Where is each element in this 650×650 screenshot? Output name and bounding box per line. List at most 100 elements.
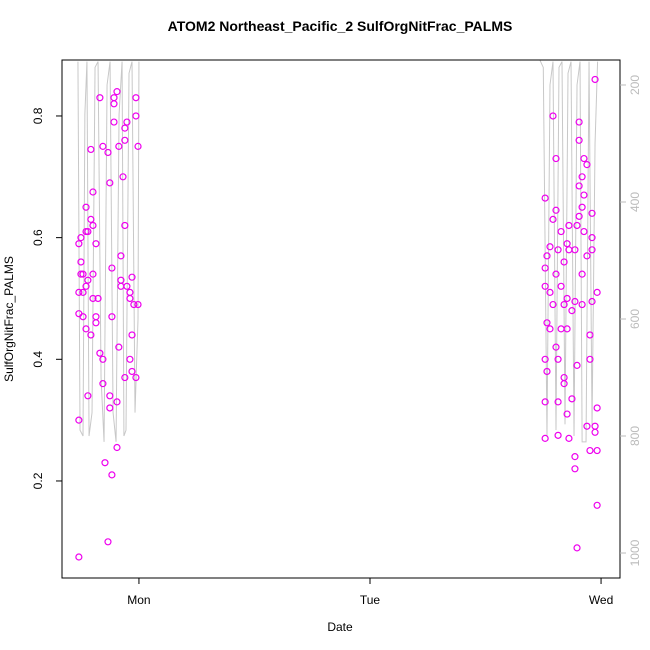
point [99,380,107,388]
point [591,75,599,84]
point [123,118,131,126]
point [96,349,104,357]
y2-tick-label: 800 [628,426,642,446]
point [541,355,549,363]
point [77,270,85,278]
point [575,136,583,144]
point [77,258,85,266]
point [573,221,581,230]
point [552,206,560,214]
point [549,215,557,223]
point [121,136,129,144]
point [89,270,97,278]
point [126,355,134,363]
point [565,434,573,442]
point [92,319,100,327]
point [578,203,586,211]
point [92,313,100,321]
point [593,446,601,455]
point [557,325,565,333]
chart-title: ATOM2 Northeast_Pacific_2 SulfOrgNitFrac… [168,18,513,34]
point [128,273,136,281]
x-tick-label: Wed [589,593,613,607]
point [580,227,588,236]
y-tick-label: 0.2 [31,472,45,489]
point [126,294,134,303]
point [560,380,568,388]
point [549,300,557,309]
point [104,538,112,546]
point [79,313,87,321]
point [113,443,121,452]
point [575,182,583,190]
point [554,398,562,406]
point [552,270,560,278]
point [588,297,596,306]
point [552,154,560,163]
point [573,544,581,552]
point [560,373,568,382]
point [79,270,87,278]
point [89,221,97,230]
point [580,191,588,199]
point [554,355,562,363]
point [543,252,551,260]
y-tick-label: 0.8 [31,107,45,124]
point [106,392,114,400]
point [115,343,123,351]
line [77,60,599,443]
point [580,154,588,163]
point [87,331,95,339]
point [563,294,571,303]
point [108,471,116,479]
point [126,288,134,296]
point [543,319,551,327]
point [541,434,549,442]
point [563,240,571,248]
x-tick-label: Tue [360,593,381,607]
point [121,221,129,230]
point [583,252,591,260]
y-axis-label: SulfOrgNitFrac_PALMS [2,256,16,382]
point [541,282,549,290]
point [549,112,557,120]
point [96,94,104,102]
point [101,459,109,467]
point [571,465,579,473]
point [132,112,140,120]
point [134,142,142,150]
point [541,264,549,272]
point [77,234,85,242]
point [583,422,591,430]
point [117,252,125,260]
point [565,221,573,230]
point [115,142,123,150]
point [578,300,586,309]
point [134,300,142,309]
point [89,294,97,303]
point [586,355,594,363]
point [586,446,594,455]
point [132,373,140,382]
x-tick-label: Mon [127,593,150,607]
point [89,188,97,196]
point [554,431,562,439]
point [121,124,129,132]
point [132,94,140,102]
point [588,209,596,217]
point [554,246,562,254]
point [568,395,576,403]
plot-area [75,60,601,561]
point [128,331,136,339]
point [123,282,131,290]
plot-frame [61,59,621,579]
point [110,100,118,108]
point [113,88,121,96]
point [557,282,565,290]
point [571,297,579,306]
x-axis-label: Date [327,620,353,634]
point [593,404,601,412]
point [108,313,116,321]
